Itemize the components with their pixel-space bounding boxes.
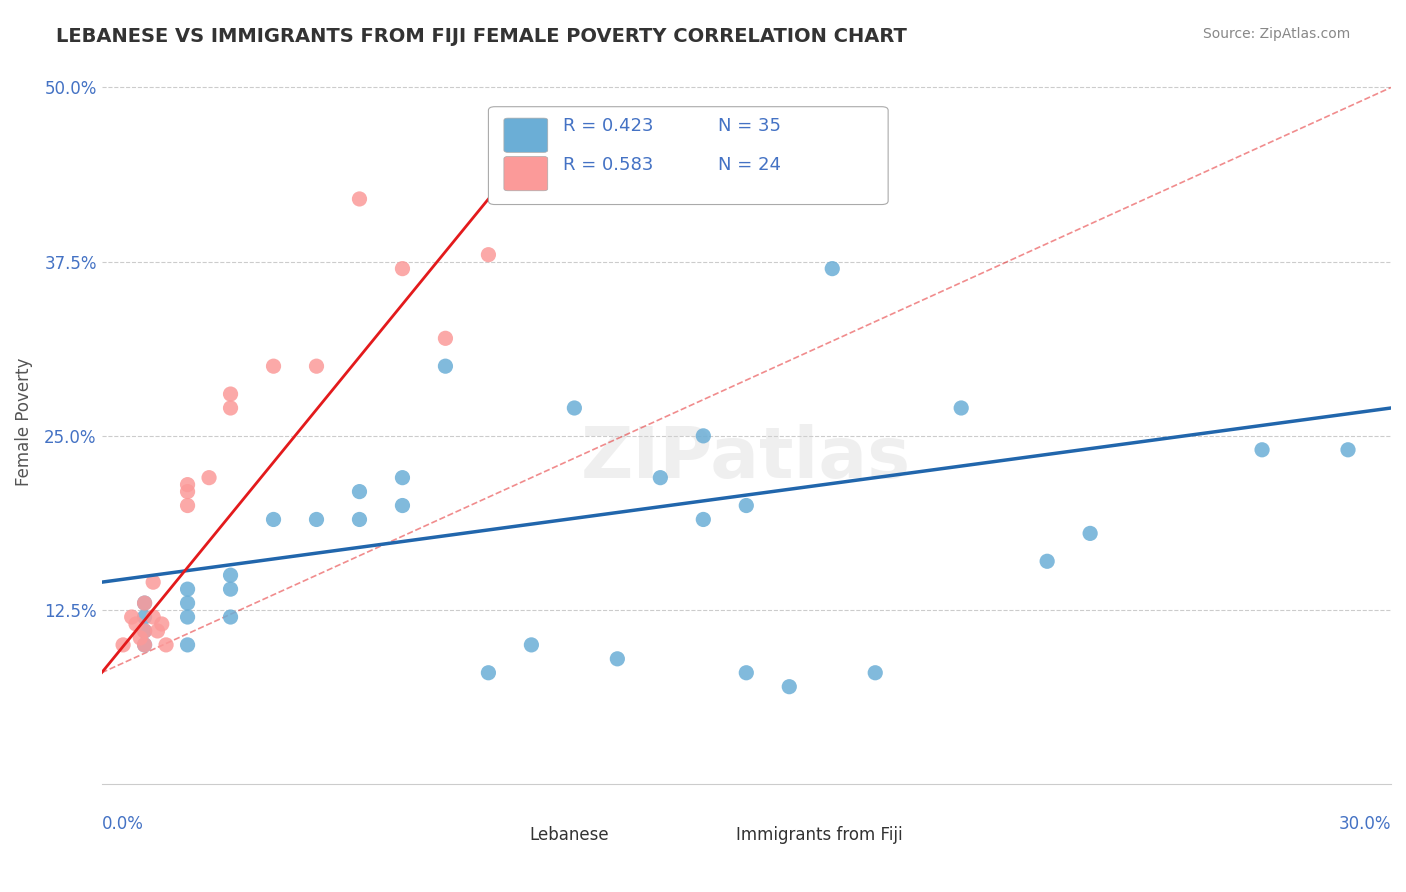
Text: Lebanese: Lebanese xyxy=(530,826,609,844)
FancyBboxPatch shape xyxy=(503,118,548,153)
Point xyxy=(1078,526,1101,541)
Point xyxy=(219,582,242,596)
Point xyxy=(176,582,198,596)
Point xyxy=(349,192,371,206)
Text: 30.0%: 30.0% xyxy=(1339,814,1391,833)
Point xyxy=(477,248,499,262)
Point xyxy=(1337,442,1360,457)
Point xyxy=(155,638,177,652)
Point xyxy=(735,499,758,513)
Point xyxy=(125,617,148,632)
Point xyxy=(305,512,328,526)
Text: R = 0.583: R = 0.583 xyxy=(564,156,654,174)
FancyBboxPatch shape xyxy=(479,821,520,849)
Point xyxy=(520,638,543,652)
Point xyxy=(391,470,413,484)
FancyBboxPatch shape xyxy=(503,156,548,191)
Point xyxy=(134,596,156,610)
Point xyxy=(434,331,457,345)
Point xyxy=(606,652,628,666)
Point xyxy=(349,512,371,526)
Point xyxy=(305,359,328,374)
Point xyxy=(219,568,242,582)
Text: Source: ZipAtlas.com: Source: ZipAtlas.com xyxy=(1202,27,1350,41)
Point xyxy=(865,665,887,680)
Point xyxy=(176,610,198,624)
Text: LEBANESE VS IMMIGRANTS FROM FIJI FEMALE POVERTY CORRELATION CHART: LEBANESE VS IMMIGRANTS FROM FIJI FEMALE … xyxy=(56,27,907,45)
Point xyxy=(146,624,169,638)
Point xyxy=(950,401,973,415)
Point xyxy=(134,638,156,652)
Text: ZIPatlas: ZIPatlas xyxy=(581,424,911,492)
Point xyxy=(176,638,198,652)
Text: N = 35: N = 35 xyxy=(718,117,780,136)
FancyBboxPatch shape xyxy=(488,107,889,204)
Text: Immigrants from Fiji: Immigrants from Fiji xyxy=(735,826,903,844)
Point xyxy=(564,401,586,415)
Point xyxy=(134,624,156,638)
Point xyxy=(134,624,156,638)
Point xyxy=(134,596,156,610)
Point xyxy=(735,665,758,680)
Point xyxy=(778,680,800,694)
Point xyxy=(219,610,242,624)
Point xyxy=(263,359,285,374)
Point xyxy=(692,512,714,526)
Point xyxy=(263,512,285,526)
Point xyxy=(112,638,135,652)
Point xyxy=(134,610,156,624)
Point xyxy=(176,477,198,491)
Point xyxy=(176,596,198,610)
Point xyxy=(434,359,457,374)
Point xyxy=(692,429,714,443)
Point xyxy=(219,387,242,401)
Point xyxy=(121,610,143,624)
FancyBboxPatch shape xyxy=(686,821,727,849)
Point xyxy=(1251,442,1274,457)
Point xyxy=(142,610,165,624)
Point xyxy=(129,631,152,645)
Point xyxy=(134,638,156,652)
Point xyxy=(391,499,413,513)
Y-axis label: Female Poverty: Female Poverty xyxy=(15,358,32,486)
Point xyxy=(391,261,413,276)
Text: 0.0%: 0.0% xyxy=(101,814,143,833)
Point xyxy=(821,261,844,276)
Text: R = 0.423: R = 0.423 xyxy=(564,117,654,136)
Point xyxy=(1036,554,1059,568)
Point xyxy=(176,499,198,513)
Point xyxy=(349,484,371,499)
Point xyxy=(477,665,499,680)
Point xyxy=(142,575,165,590)
Point xyxy=(198,470,221,484)
Text: N = 24: N = 24 xyxy=(718,156,780,174)
Point xyxy=(219,401,242,415)
Point xyxy=(650,470,672,484)
Point xyxy=(150,617,173,632)
Point xyxy=(176,484,198,499)
